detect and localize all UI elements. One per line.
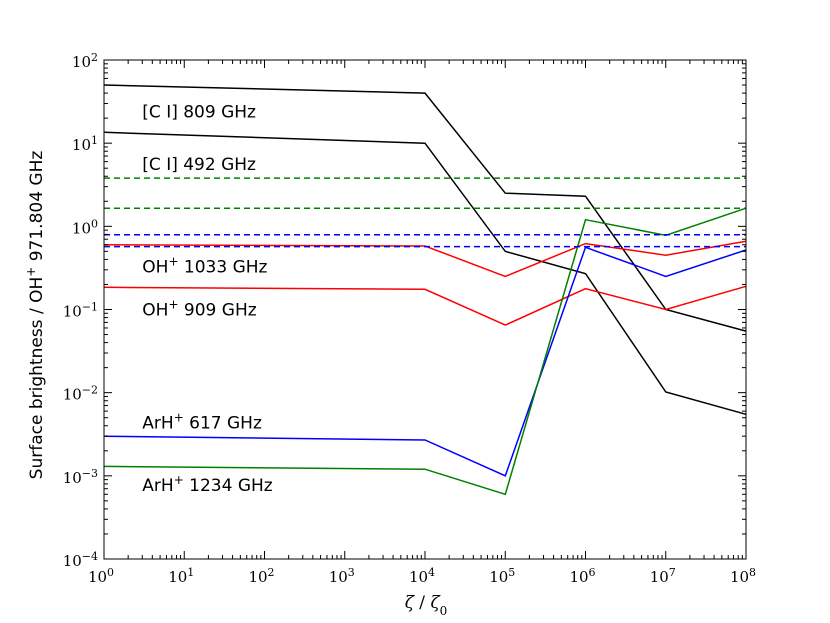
annotation-ci492: [C I] 492 GHz [142, 155, 256, 175]
x-tick-label: 103 [329, 566, 355, 587]
annotation-sup: + [168, 298, 178, 312]
annotation-oh1033: OH+ 1033 GHz [142, 254, 267, 277]
y-tick-exp: 0 [91, 217, 98, 230]
x-tick-label: 108 [730, 566, 756, 587]
annotation-tail: 1033 GHz [179, 257, 268, 277]
y-axis-label-main: Surface brightness / OH [27, 277, 47, 480]
x-tick-base: 10 [168, 568, 187, 586]
y-tick-label: 10−2 [63, 383, 98, 404]
x-tick-label: 107 [650, 566, 676, 587]
x-axis-label-zeta0: ζ [430, 593, 441, 613]
x-tick-exp: 0 [107, 566, 114, 579]
y-tick-label: 10−3 [63, 466, 98, 487]
annotation-tail: 1234 GHz [184, 476, 273, 496]
y-tick-base: 10 [63, 552, 82, 570]
annotation-sup: + [174, 473, 184, 487]
x-axis-label: ζ / ζ0 [405, 593, 448, 618]
x-tick-base: 10 [650, 568, 669, 586]
x-tick-label: 106 [569, 566, 595, 587]
x-tick-base: 10 [409, 568, 428, 586]
annotation-tail: 617 GHz [184, 413, 262, 433]
y-tick-label: 100 [72, 217, 98, 238]
annotation-text: OH [142, 301, 168, 321]
y-tick-base: 10 [72, 219, 91, 237]
y-axis-label-tail: 971.804 GHz [27, 151, 47, 267]
annotation-arh1234: ArH+ 1234 GHz [142, 473, 272, 496]
reference-lines [104, 177, 746, 248]
x-tick-label: 105 [489, 566, 515, 587]
y-tick-label: 102 [72, 51, 98, 72]
x-tick-base: 10 [489, 568, 508, 586]
x-tick-exp: 5 [508, 566, 515, 579]
x-tick-exp: 3 [348, 566, 355, 579]
x-axis-label-sep: / [414, 593, 431, 613]
annotation-sup: + [174, 410, 184, 424]
annotation-ci809: [C I] 809 GHz [142, 103, 256, 123]
series-line-0 [103, 84, 747, 332]
x-tick-exp: 1 [187, 566, 194, 579]
x-tick-label: 102 [248, 566, 274, 587]
x-tick-exp: 2 [268, 566, 275, 579]
y-tick-exp: −3 [82, 466, 98, 479]
y-tick-exp: −4 [82, 550, 98, 563]
series-line-5 [103, 207, 747, 496]
annotation-text: [C I] 809 GHz [142, 103, 256, 123]
y-tick-label: 101 [72, 134, 98, 155]
x-tick-base: 10 [88, 568, 107, 586]
x-tick-base: 10 [329, 568, 348, 586]
x-tick-label: 100 [88, 566, 114, 587]
y-tick-exp: 2 [91, 51, 98, 64]
y-tick-label: 10−4 [63, 550, 98, 571]
x-tick-exp: 6 [589, 566, 596, 579]
annotation-text: OH [142, 257, 168, 277]
y-tick-exp: 1 [91, 134, 98, 147]
x-tick-label: 104 [409, 566, 435, 587]
x-axis-label-sub: 0 [440, 604, 448, 618]
y-axis-label: Surface brightness / OH+ 971.804 GHz [24, 151, 47, 480]
annotation-tail: 909 GHz [179, 301, 257, 321]
y-axis-label-sup: + [24, 267, 38, 277]
x-axis-label-zeta: ζ [405, 593, 416, 613]
series-lines [103, 84, 747, 496]
y-tick-base: 10 [72, 53, 91, 71]
x-tick-label: 101 [168, 566, 194, 587]
annotation-text: [C I] 492 GHz [142, 155, 256, 175]
x-tick-exp: 7 [669, 566, 676, 579]
x-tick-base: 10 [730, 568, 749, 586]
series-line-4 [103, 246, 747, 477]
x-tick-exp: 8 [749, 566, 756, 579]
series-line-3 [103, 285, 747, 326]
y-tick-label: 10−1 [63, 300, 98, 321]
x-tick-base: 10 [569, 568, 588, 586]
y-tick-base: 10 [63, 303, 82, 321]
annotation-oh909: OH+ 909 GHz [142, 298, 256, 321]
series-line-1 [103, 131, 747, 416]
x-tick-exp: 4 [428, 566, 435, 579]
y-tick-base: 10 [72, 136, 91, 154]
y-tick-base: 10 [63, 386, 82, 404]
annotation-sup: + [168, 254, 178, 268]
annotation-text: ArH [142, 476, 173, 496]
axis-ticks: 100 101 102 103 104 105 106 107 10810−410−310−21… [63, 51, 756, 587]
y-tick-base: 10 [63, 469, 82, 487]
annotation-text: ArH [142, 413, 173, 433]
y-tick-exp: −2 [82, 383, 98, 396]
x-tick-base: 10 [248, 568, 267, 586]
y-tick-exp: −1 [82, 300, 98, 313]
series-line-2 [103, 240, 747, 278]
annotation-arh617: ArH+ 617 GHz [142, 410, 262, 433]
